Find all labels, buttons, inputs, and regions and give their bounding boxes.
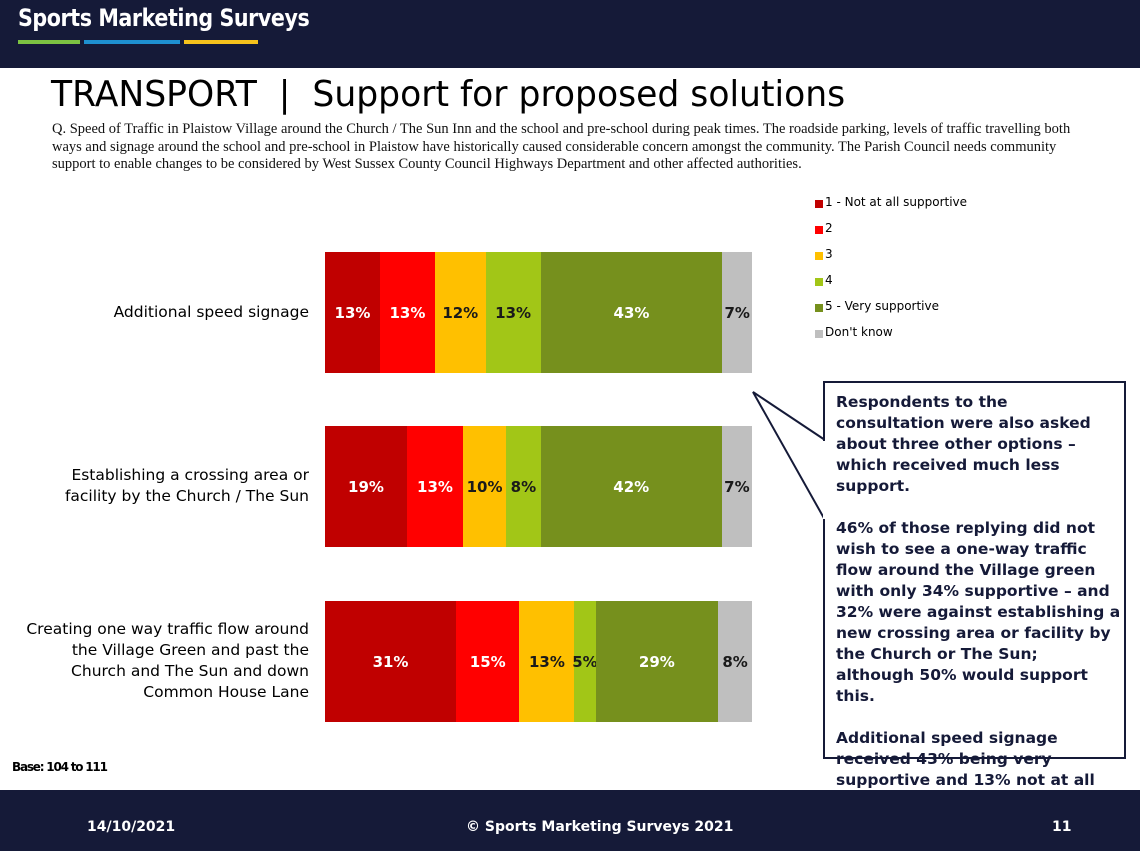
logo-stripe-blue — [84, 40, 180, 44]
header-bar: Sports Marketing Surveys — [0, 0, 1140, 68]
legend-label: 2 — [825, 221, 833, 235]
callout-box — [823, 381, 1126, 759]
footer-bar: 14/10/2021 © Sports Marketing Surveys 20… — [0, 790, 1140, 851]
legend-swatch — [815, 226, 823, 234]
callout-paragraph: Respondents to the consultation were als… — [836, 393, 1091, 495]
logo-stripe-yellow — [184, 40, 258, 44]
data-label: 13% — [417, 477, 453, 496]
legend-swatch — [815, 200, 823, 208]
footer-date: 14/10/2021 — [87, 819, 176, 835]
bar-segment: 8% — [718, 601, 752, 722]
footer-copyright: © Sports Marketing Surveys 2021 — [466, 819, 734, 835]
stacked-bar: 19% 13% 10% 8% 42% 7% — [325, 426, 752, 547]
data-label: 29% — [638, 652, 675, 671]
bar-segment: 13% — [325, 252, 380, 373]
callout-paragraph: 46% of those replying did not wish to se… — [836, 519, 1121, 705]
data-label: 42% — [613, 477, 650, 496]
data-label: 15% — [469, 652, 506, 671]
legend-swatch — [815, 330, 823, 338]
bar-segment: 10% — [463, 426, 507, 547]
legend-label: 4 — [825, 273, 833, 287]
bar-segment: 31% — [325, 601, 457, 722]
stacked-bar: 31% 15% 13% 5% 29% 8% — [325, 601, 752, 722]
bar-segment: 13% — [379, 252, 435, 373]
legend-label: 3 — [825, 247, 833, 261]
bar-segment: 19% — [325, 426, 407, 547]
bar-segment: 7% — [722, 252, 752, 373]
category-label: Establishing a crossing area or facility… — [64, 466, 309, 505]
data-label: 13% — [495, 303, 532, 322]
legend-label: 5 - Very supportive — [825, 299, 939, 313]
data-label: 19% — [348, 477, 384, 496]
bar-segment: 8% — [506, 426, 541, 547]
data-label: 5% — [572, 652, 598, 671]
legend-swatch — [815, 252, 823, 260]
bar-segment: 7% — [721, 426, 752, 547]
bar-segment: 13% — [406, 426, 463, 547]
data-label: 13% — [389, 303, 426, 322]
data-label: 13% — [334, 303, 371, 322]
bar-segment: 13% — [485, 252, 541, 373]
base-note: Base: 104 to 111 — [12, 760, 108, 774]
bar-segment: 5% — [572, 601, 598, 722]
brand-logo: Sports Marketing Surveys — [18, 4, 310, 32]
stacked-bar: 13% 13% 12% 13% 43% 7% — [325, 252, 752, 373]
question-text: Q. Speed of Traffic in Plaistow Village … — [52, 121, 1071, 172]
bar-segment: 15% — [456, 601, 520, 722]
legend-swatch — [815, 278, 823, 286]
legend-label: Don't know — [825, 325, 893, 339]
data-label: 13% — [528, 652, 565, 671]
legend-label: 1 - Not at all supportive — [825, 195, 968, 209]
callout-text: Respondents to the consultation were als… — [836, 392, 1121, 833]
category-label: Creating one way traffic flow around the… — [26, 620, 309, 701]
slide-title: TRANSPORT | Support for proposed solutio… — [51, 74, 846, 115]
logo-stripe-green — [18, 40, 80, 44]
footer-page-number: 11 — [1052, 819, 1072, 835]
bar-segment: 29% — [595, 601, 719, 722]
bar-segment: 13% — [519, 601, 575, 722]
bar-segment: 12% — [434, 252, 486, 373]
category-label: Additional speed signage — [113, 303, 309, 321]
bar-segment: 42% — [540, 426, 722, 547]
data-label: 12% — [442, 303, 479, 322]
legend-swatch — [815, 304, 823, 312]
data-label: 7% — [724, 477, 750, 496]
data-label: 31% — [372, 652, 409, 671]
bar-segment: 43% — [540, 252, 723, 373]
data-label: 10% — [466, 477, 503, 496]
data-label: 7% — [724, 303, 750, 322]
data-label: 8% — [510, 477, 537, 496]
data-label: 8% — [722, 652, 748, 671]
data-label: 43% — [613, 303, 650, 322]
